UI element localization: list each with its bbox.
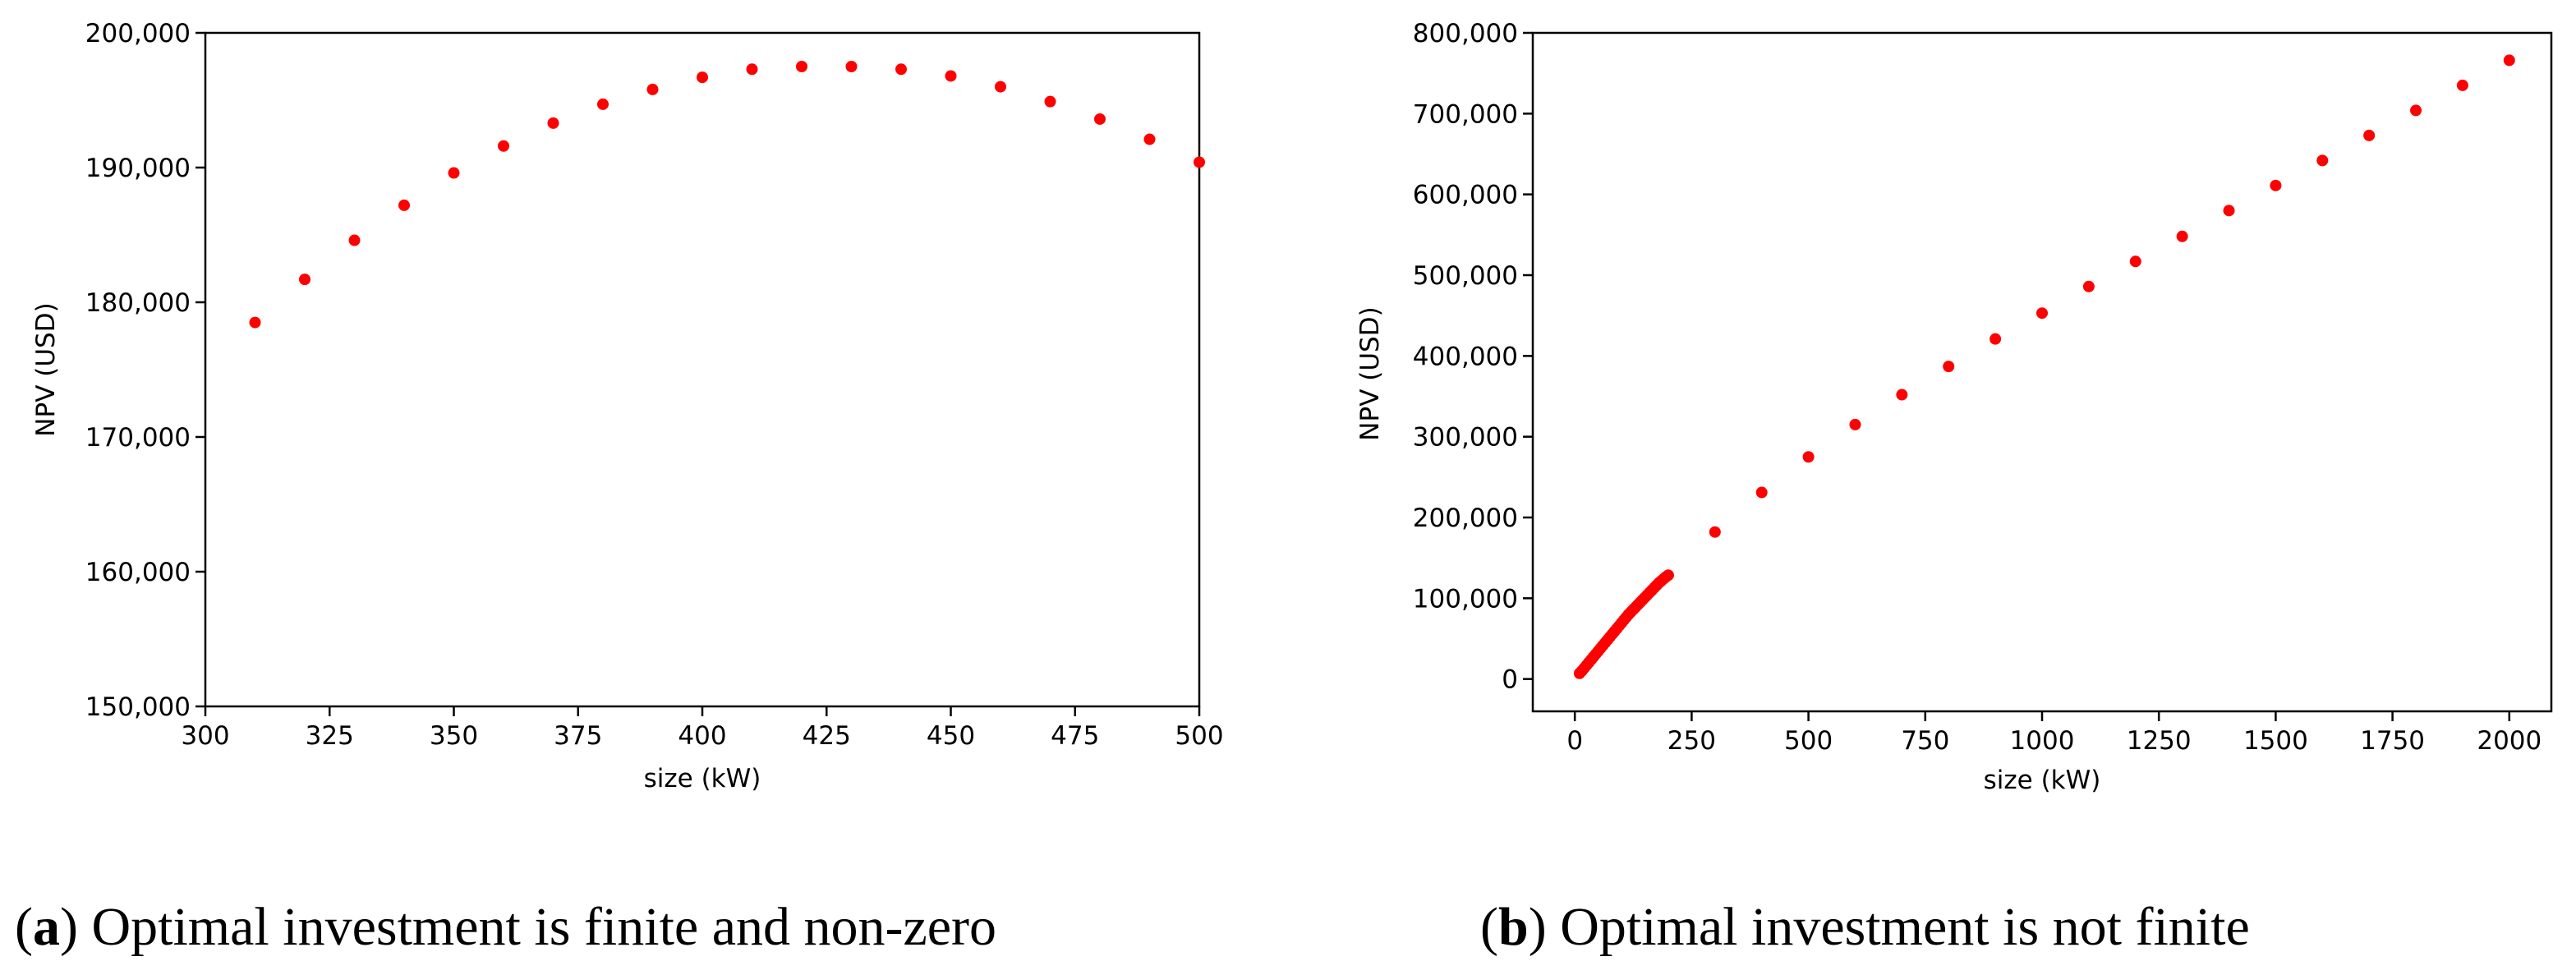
data-point — [1896, 389, 1908, 401]
data-point — [895, 63, 907, 76]
data-point — [2129, 255, 2141, 268]
x-ticks-a: 300 325 350 375 400 425 450 475 500 — [181, 706, 1224, 751]
caption-text-a: Optimal investment is finite and non-zer… — [91, 897, 996, 957]
data-point — [1094, 113, 1106, 125]
data-point — [2316, 154, 2329, 167]
caption-text-b: Optimal investment is not finite — [1560, 897, 2250, 957]
x-tick-label: 1500 — [2243, 726, 2308, 756]
x-tick-label: 2000 — [2477, 726, 2542, 756]
x-tick-label: 400 — [678, 721, 726, 751]
data-point — [945, 70, 957, 82]
x-tick-label: 350 — [430, 721, 478, 751]
scatter-points-b — [1573, 54, 2515, 679]
y-tick-label: 400,000 — [1413, 342, 1518, 371]
x-ticks-b: 0 250 500 750 1000 1250 1500 1750 2000 — [1566, 711, 2542, 756]
data-point — [2082, 280, 2095, 292]
plot-frame-b — [1531, 31, 2553, 713]
data-point — [1143, 133, 1156, 145]
y-tick-label: 700,000 — [1413, 99, 1518, 129]
plot-frame-a — [204, 31, 1201, 708]
x-tick-label: 1250 — [2127, 726, 2192, 756]
y-tick-label: 0 — [1502, 665, 1518, 695]
data-point — [2176, 230, 2188, 242]
data-point — [2036, 307, 2048, 320]
data-point — [2503, 54, 2515, 67]
y-axis-label-a: NPV (USD) — [31, 302, 61, 436]
caption-b: (b) Optimal investment is not finite — [1480, 897, 2250, 957]
data-point — [1943, 361, 1955, 373]
y-tick-label: 160,000 — [85, 558, 191, 587]
chart-panel-a: 150,000 160,000 170,000 180,000 190,000 200,0… — [15, 19, 1224, 957]
y-tick-label: 190,000 — [85, 154, 191, 183]
y-tick-label: 200,000 — [85, 19, 191, 48]
x-tick-label: 300 — [181, 721, 229, 751]
data-point — [2410, 104, 2422, 117]
y-ticks-b: 0 100,000 200,000 300,000 400,000 500,000 600,… — [1413, 19, 1533, 695]
x-tick-label: 750 — [1901, 726, 1949, 756]
data-point — [249, 316, 261, 329]
y-tick-label: 200,000 — [1413, 504, 1518, 533]
data-point — [1849, 418, 1861, 430]
data-point — [498, 140, 509, 152]
data-point — [697, 71, 708, 84]
y-axis-label-b: NPV (USD) — [1355, 306, 1385, 440]
scatter-points-a — [249, 61, 1205, 329]
data-point — [2456, 79, 2468, 91]
data-point — [597, 98, 609, 110]
data-point — [2223, 205, 2235, 217]
y-tick-label: 800,000 — [1413, 19, 1518, 48]
caption-letter-a: a — [33, 897, 60, 957]
data-point — [1755, 486, 1768, 499]
data-point — [1044, 95, 1056, 108]
caption-a: (a) Optimal investment is finite and non… — [15, 897, 996, 957]
data-point — [845, 61, 858, 72]
x-axis-label-a: size (kW) — [644, 764, 761, 793]
data-point — [1662, 569, 1674, 582]
data-point — [995, 80, 1006, 93]
data-point — [348, 234, 361, 246]
y-tick-label: 150,000 — [85, 692, 191, 722]
chart-panel-b: 0 100,000 200,000 300,000 400,000 500,000 600,… — [1355, 19, 2553, 957]
x-tick-label: 325 — [306, 721, 354, 751]
data-point — [1709, 526, 1721, 538]
data-point — [796, 61, 807, 72]
y-tick-label: 600,000 — [1413, 181, 1518, 210]
y-tick-label: 100,000 — [1413, 584, 1518, 614]
data-point — [1802, 451, 1815, 463]
x-tick-label: 475 — [1051, 721, 1099, 751]
x-tick-label: 0 — [1566, 726, 1583, 756]
x-tick-label: 500 — [1784, 726, 1833, 756]
data-point — [1194, 156, 1205, 168]
y-tick-label: 170,000 — [85, 423, 191, 453]
data-point — [746, 63, 758, 76]
x-tick-label: 425 — [803, 721, 851, 751]
y-ticks-a: 150,000 160,000 170,000 180,000 190,000 200,0… — [85, 19, 205, 722]
x-tick-label: 500 — [1175, 721, 1223, 751]
y-tick-label: 500,000 — [1413, 261, 1518, 291]
data-point — [2363, 129, 2376, 141]
data-point — [1990, 333, 2002, 345]
data-point — [398, 199, 410, 211]
x-tick-label: 250 — [1668, 726, 1716, 756]
x-tick-label: 1750 — [2360, 726, 2425, 756]
caption-letter-b: b — [1498, 897, 1529, 957]
y-tick-label: 180,000 — [85, 288, 191, 318]
x-tick-label: 450 — [927, 721, 975, 751]
x-tick-label: 375 — [554, 721, 602, 751]
x-tick-label: 1000 — [2010, 726, 2075, 756]
y-tick-label: 300,000 — [1413, 423, 1518, 453]
data-point — [547, 117, 559, 129]
data-point — [448, 167, 460, 179]
x-axis-label-b: size (kW) — [1984, 766, 2101, 795]
data-point — [299, 274, 310, 286]
data-point — [2270, 179, 2282, 191]
data-point — [646, 83, 659, 95]
